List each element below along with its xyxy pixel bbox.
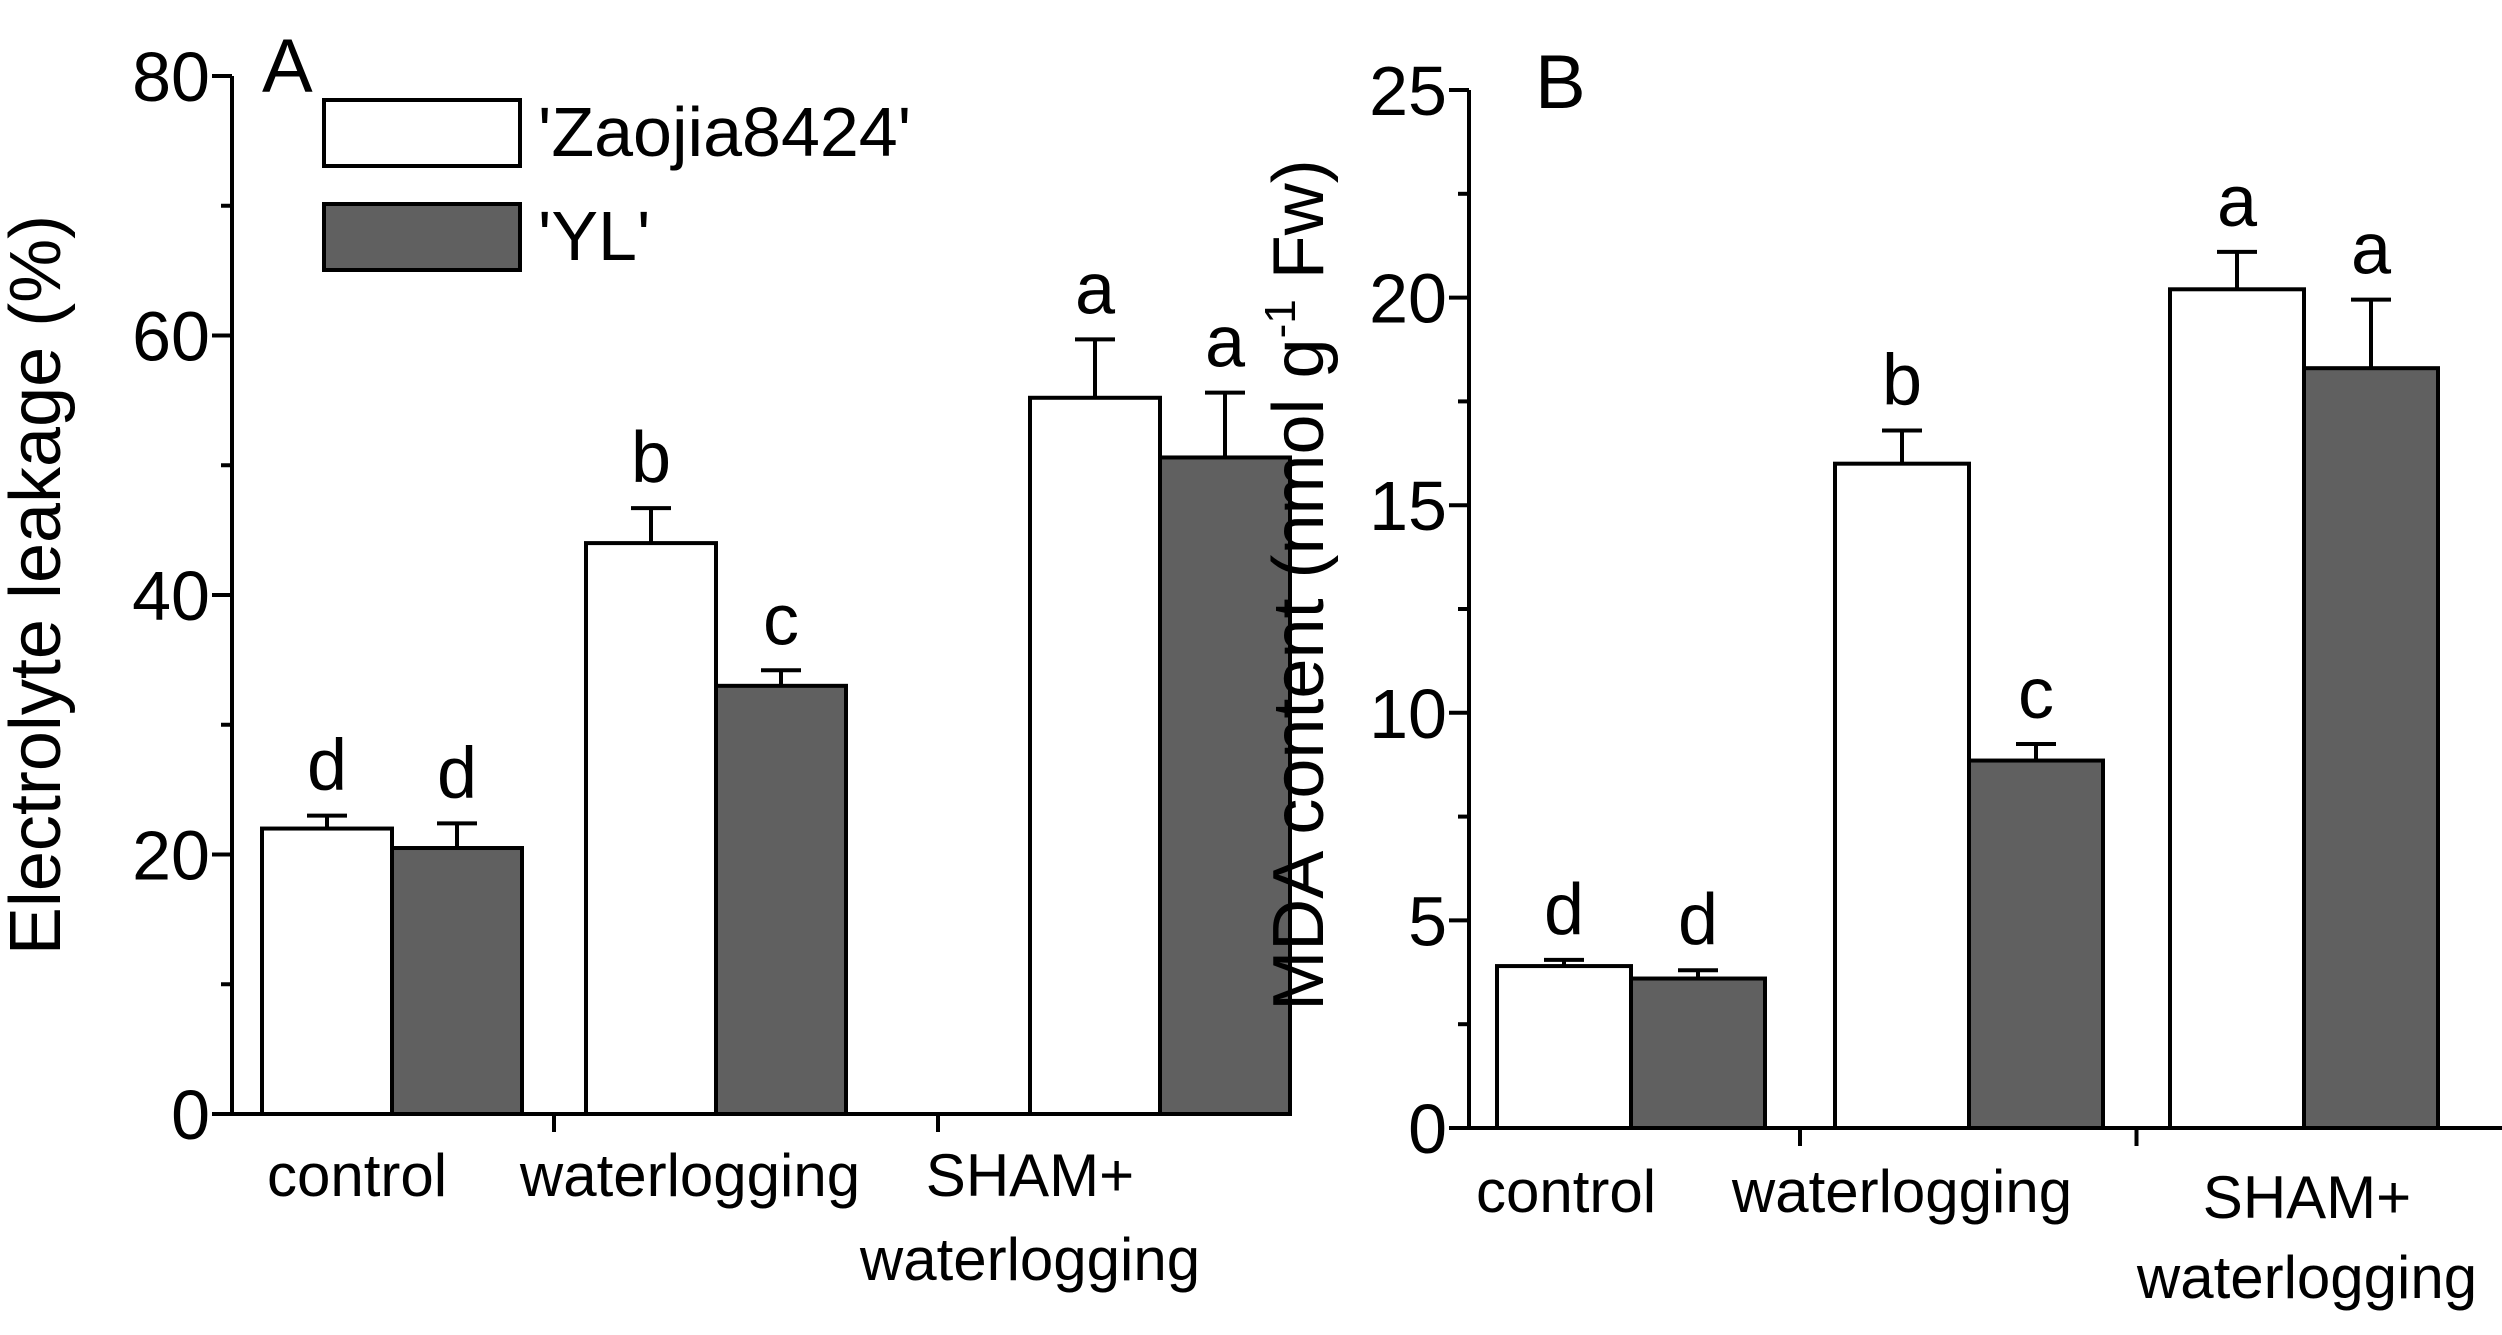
bar — [1967, 758, 2105, 1130]
legend-label: 'Zaojia8424' — [538, 93, 911, 171]
bar — [2168, 287, 2306, 1130]
bar — [1495, 964, 1633, 1131]
bar — [1629, 976, 1767, 1131]
x-category-label: waterlogging — [859, 1226, 1200, 1293]
legend: 'Zaojia8424' 'YL' — [322, 93, 911, 275]
significance-letter: d — [437, 733, 477, 813]
legend-label: 'YL' — [538, 197, 650, 275]
x-category-label: control — [267, 1142, 447, 1209]
y-axis-title-superscript: -1 — [1256, 299, 1305, 338]
bar — [260, 826, 394, 1116]
significance-letter: c — [763, 580, 799, 660]
legend-swatch — [322, 202, 522, 272]
significance-letter: a — [1075, 249, 1116, 329]
significance-letter: d — [1678, 880, 1718, 960]
y-axis-title: Electrolyte leakage (%) — [0, 215, 76, 955]
significance-letter: a — [1205, 303, 1246, 383]
bar — [390, 846, 524, 1116]
legend-swatch — [322, 98, 522, 168]
x-category-label: control — [1476, 1158, 1656, 1225]
bar — [1158, 455, 1292, 1116]
significance-letter: a — [2351, 210, 2392, 290]
y-tick-label: 5 — [1408, 882, 1447, 960]
y-tick-label: 60 — [132, 298, 210, 376]
significance-letter: b — [1882, 340, 1922, 420]
y-tick-label: 20 — [132, 817, 210, 895]
y-axis-title: MDA content (nmol g-1 Fw) — [1256, 159, 1339, 1010]
panel-label: A — [262, 24, 313, 109]
x-category-label: waterlogging — [2136, 1244, 2477, 1311]
bar — [714, 683, 848, 1116]
significance-letter: d — [307, 726, 347, 806]
significance-letter: a — [2217, 162, 2258, 242]
significance-letter: c — [2018, 654, 2054, 734]
y-axis-title-main: MDA content (nmol g — [1259, 338, 1339, 1010]
panel-label: B — [1535, 40, 1586, 125]
bar — [1028, 395, 1162, 1116]
y-axis-title-suffix: Fw) — [1259, 159, 1339, 299]
bar — [584, 541, 718, 1116]
significance-letter: d — [1544, 870, 1584, 950]
panel-b: 0 5 10 15 20 25 d b a d c a control waterlogging SHAM+… — [1256, 40, 2502, 1311]
y-tick-label: 10 — [1369, 675, 1447, 753]
y-tick-label: 15 — [1369, 467, 1447, 545]
bar — [2302, 366, 2440, 1130]
bar — [1833, 461, 1971, 1130]
y-tick-label: 20 — [1369, 260, 1447, 338]
x-category-label: SHAM+ — [2203, 1164, 2411, 1231]
x-category-label: waterlogging — [1731, 1158, 2072, 1225]
y-tick-label: 25 — [1369, 52, 1447, 130]
x-category-label: SHAM+ — [926, 1142, 1134, 1209]
significance-letter: b — [631, 418, 671, 498]
y-tick-label: 80 — [132, 38, 210, 116]
panel-a: 0 20 40 60 80 d b a d c a control waterlogging SHAM+ w… — [0, 24, 1292, 1293]
y-tick-label: 40 — [132, 557, 210, 635]
y-tick-label: 0 — [1408, 1090, 1447, 1168]
x-category-label: waterlogging — [519, 1142, 860, 1209]
y-tick-label: 0 — [171, 1076, 210, 1154]
